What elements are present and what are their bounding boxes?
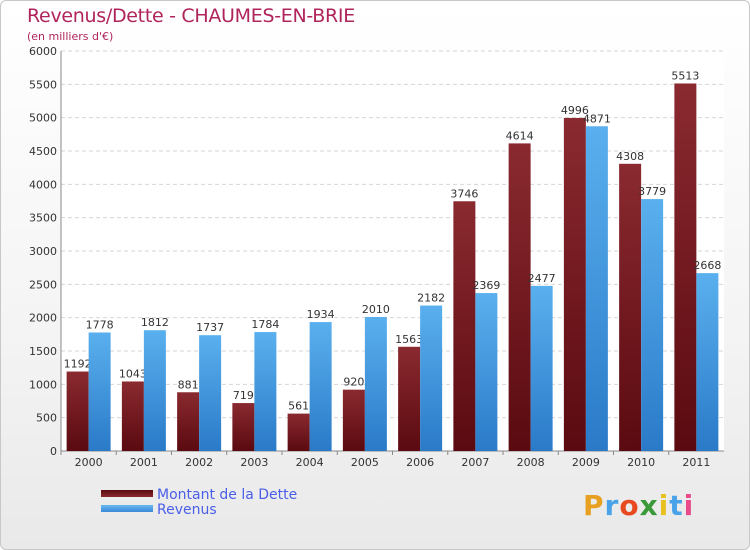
y-tick-label: 3000 <box>29 245 57 258</box>
bar-revenue <box>420 305 443 451</box>
data-label-revenue: 1778 <box>86 318 114 331</box>
y-tick-label: 2000 <box>29 312 57 325</box>
y-tick-label: 4000 <box>29 178 57 191</box>
data-label-debt: 5513 <box>671 69 699 82</box>
x-tick-label: 2011 <box>682 456 710 469</box>
y-tick-label: 5000 <box>29 112 57 125</box>
legend-label-revenue: Revenus <box>157 502 217 518</box>
logo-letter: t <box>669 489 684 522</box>
data-label-revenue: 1812 <box>141 316 169 329</box>
data-label-debt: 1563 <box>395 333 423 346</box>
x-tick-label: 2007 <box>461 456 489 469</box>
data-label-revenue: 1934 <box>307 308 335 321</box>
data-label-revenue: 2010 <box>362 303 390 316</box>
y-tick-label: 0 <box>50 445 57 458</box>
data-label-debt: 881 <box>178 378 199 391</box>
x-tick-label: 2002 <box>185 456 213 469</box>
logo-letter: x <box>639 489 659 522</box>
y-tick-label: 4500 <box>29 145 57 158</box>
data-label-debt: 4614 <box>506 129 534 142</box>
bar-revenue <box>641 199 664 451</box>
bar-debt <box>66 371 89 451</box>
proxiti-logo: Proxiti <box>583 489 694 522</box>
data-label-revenue: 2369 <box>472 279 500 292</box>
y-tick-label: 1000 <box>29 378 57 391</box>
chart-title: Revenus/Dette - CHAUMES-EN-BRIE <box>27 5 355 27</box>
x-tick-label: 2001 <box>130 456 158 469</box>
data-label-revenue: 4871 <box>583 112 611 125</box>
bar-debt <box>342 389 365 451</box>
x-tick-label: 2006 <box>406 456 434 469</box>
bar-debt <box>398 346 421 451</box>
y-tick-label: 2500 <box>29 278 57 291</box>
bar-debt <box>508 143 531 451</box>
data-label-revenue: 1737 <box>196 321 224 334</box>
bar-revenue <box>696 273 719 451</box>
bar-revenue <box>254 332 277 451</box>
data-label-revenue: 2182 <box>417 292 445 305</box>
legend-label-debt: Montant de la Dette <box>157 487 298 503</box>
x-tick-label: 2004 <box>296 456 324 469</box>
bar-debt <box>453 201 476 451</box>
data-label-debt: 4996 <box>561 104 589 117</box>
data-label-debt: 1192 <box>64 358 92 371</box>
data-label-revenue: 3779 <box>638 185 666 198</box>
bar-revenue <box>530 285 553 451</box>
legend-swatch-debt <box>101 490 153 497</box>
logo-letter: i <box>683 489 695 522</box>
y-tick-label: 3500 <box>29 212 57 225</box>
bar-revenue <box>199 335 222 451</box>
y-tick-label: 1500 <box>29 345 57 358</box>
y-tick-label: 6000 <box>29 45 57 58</box>
x-tick-label: 2010 <box>627 456 655 469</box>
bar-debt <box>287 413 310 451</box>
bar-debt <box>232 403 255 451</box>
x-tick-label: 2008 <box>517 456 545 469</box>
logo-letter: r <box>604 489 620 522</box>
bar-revenue <box>475 293 498 451</box>
y-tick-label: 5500 <box>29 78 57 91</box>
x-tick-label: 2003 <box>240 456 268 469</box>
y-tick-label: 500 <box>36 412 57 425</box>
legend-swatch-revenue <box>101 505 153 512</box>
data-label-revenue: 2477 <box>528 272 556 285</box>
data-label-debt: 4308 <box>616 150 644 163</box>
logo-letter: o <box>619 489 640 522</box>
bar-revenue <box>88 332 111 451</box>
data-label-revenue: 2668 <box>693 259 721 272</box>
data-label-debt: 719 <box>233 389 254 402</box>
bar-debt <box>177 392 200 451</box>
x-tick-label: 2000 <box>75 456 103 469</box>
x-tick-label: 2009 <box>572 456 600 469</box>
data-label-debt: 920 <box>343 376 364 389</box>
data-label-debt: 561 <box>288 400 309 413</box>
bar-debt <box>563 117 586 451</box>
data-label-debt: 3746 <box>450 187 478 200</box>
data-label-revenue: 1784 <box>251 318 279 331</box>
chart-subtitle: (en milliers d'€) <box>27 30 114 43</box>
bar-revenue <box>364 317 387 451</box>
x-tick-label: 2005 <box>351 456 379 469</box>
bar-revenue <box>309 322 332 451</box>
logo-letter: i <box>658 489 670 522</box>
data-label-debt: 1043 <box>119 367 147 380</box>
bar-revenue <box>585 126 608 452</box>
bar-debt <box>674 83 697 451</box>
bar-revenue <box>143 330 166 451</box>
bar-debt <box>121 381 144 451</box>
bar-debt <box>619 163 642 452</box>
logo-letter: P <box>583 489 605 522</box>
